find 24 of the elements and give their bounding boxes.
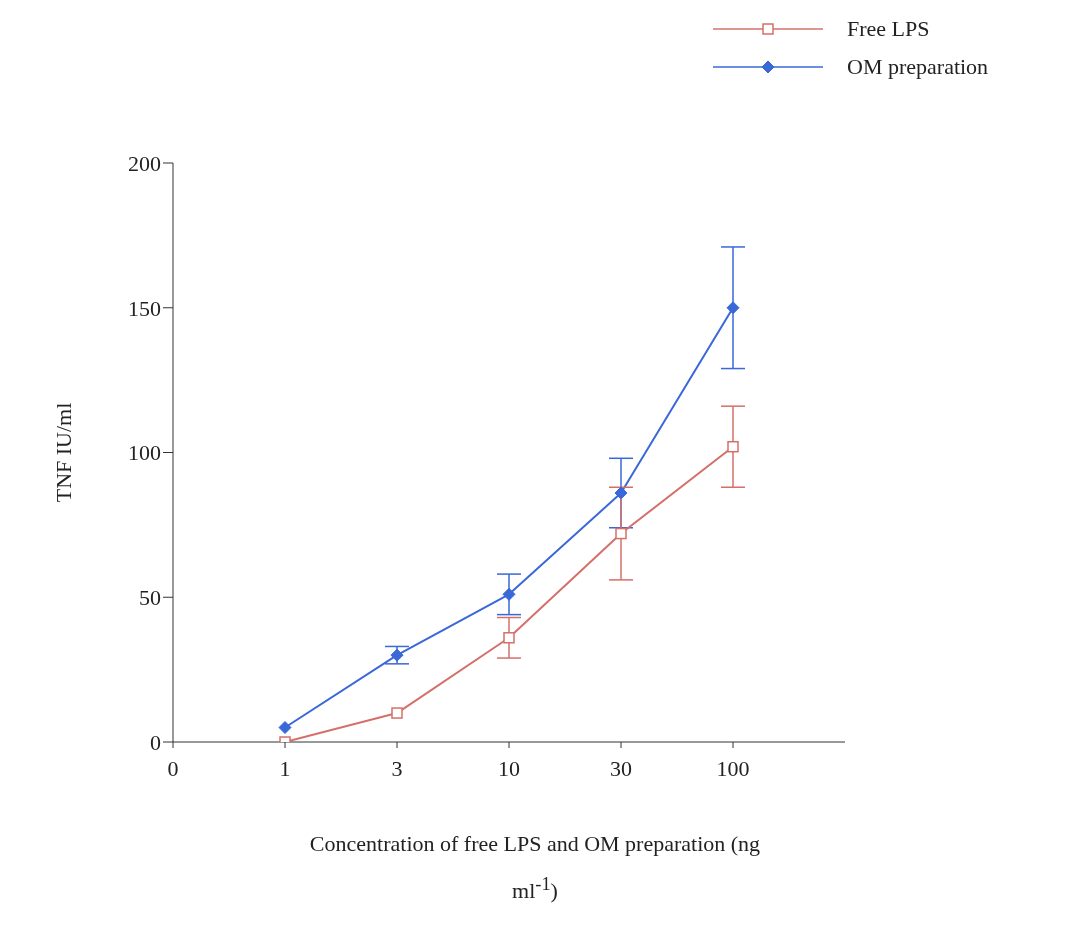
y-tick-label: 150	[128, 295, 161, 321]
point	[278, 721, 292, 735]
point	[615, 527, 627, 540]
x-tick-label: 30	[610, 755, 632, 781]
x-tick-label: 0	[167, 755, 179, 781]
point	[614, 486, 628, 500]
x-tick-label: 10	[498, 755, 520, 781]
point	[727, 440, 739, 453]
y-tick-label: 200	[128, 150, 161, 176]
y-tick-label: 50	[139, 585, 161, 611]
point	[503, 632, 515, 644]
y-tick-label: 0	[150, 729, 161, 755]
x-axis-title: Concentration of free LPS and OM preparation (ng ml$^{-1}$)	[308, 830, 762, 906]
x-tick-label: 1	[279, 755, 291, 781]
legend-label: OM preparation	[847, 54, 989, 80]
y-tick-label: 100	[128, 440, 161, 466]
x-tick-label: 3	[391, 755, 403, 781]
x-tick-label: 100	[716, 755, 750, 781]
point	[726, 301, 740, 315]
point	[390, 648, 404, 662]
legend-label: Free LPS	[847, 16, 930, 42]
point	[502, 587, 516, 601]
y-axis-title: TNF IU/ml	[50, 402, 76, 503]
point	[391, 707, 403, 719]
